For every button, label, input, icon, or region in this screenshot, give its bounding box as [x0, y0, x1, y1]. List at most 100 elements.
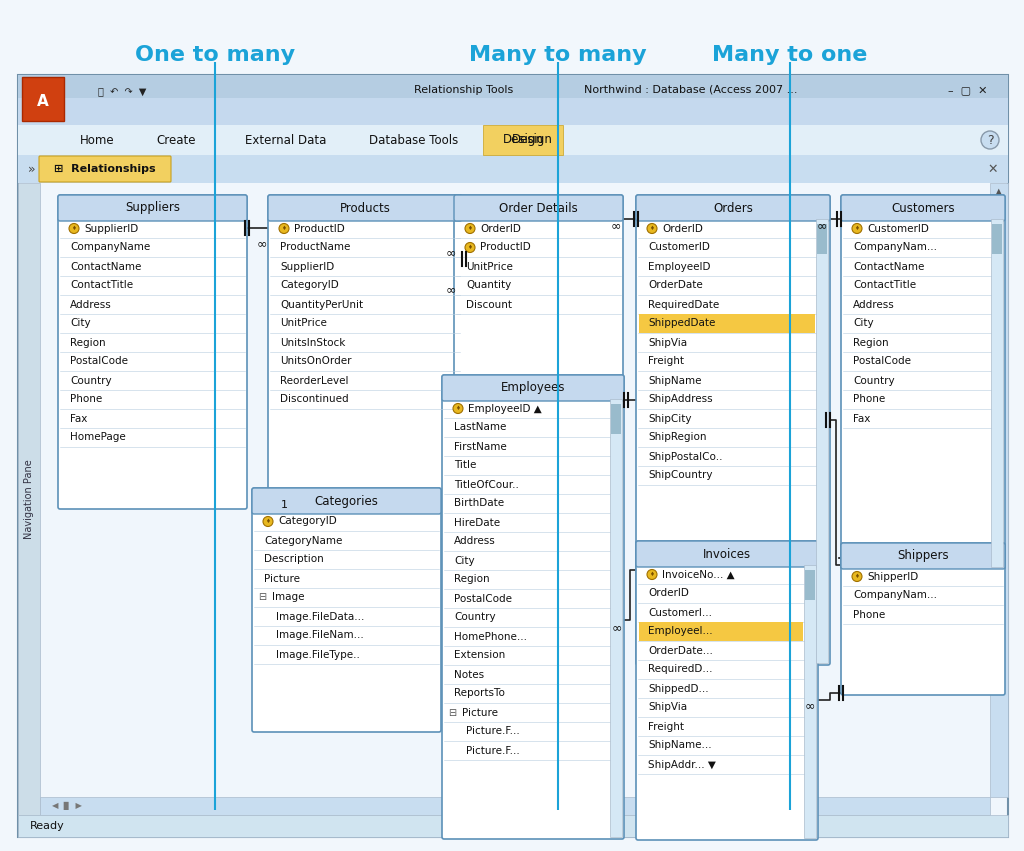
Text: ContactName: ContactName: [853, 261, 925, 271]
Text: CompanyName: CompanyName: [70, 243, 151, 253]
Text: EmployeeID ▲: EmployeeID ▲: [468, 403, 542, 414]
Text: ◀  ▊  ▶: ◀ ▊ ▶: [52, 802, 82, 810]
Text: City: City: [853, 318, 873, 328]
Bar: [18, 75, 1008, 837]
Text: ReportsTo: ReportsTo: [454, 688, 505, 699]
Text: ∞: ∞: [611, 621, 623, 635]
Bar: [804, 565, 816, 838]
Text: CategoryID: CategoryID: [278, 517, 337, 527]
Bar: [22, 77, 63, 121]
Text: Navigation Pane: Navigation Pane: [24, 460, 34, 539]
Text: ♦: ♦: [265, 519, 270, 524]
Text: SupplierID: SupplierID: [280, 261, 334, 271]
Text: Fax: Fax: [70, 414, 87, 424]
Text: EmployeeI...: EmployeeI...: [648, 626, 713, 637]
Bar: [18, 75, 1008, 125]
Text: ∞: ∞: [610, 220, 622, 232]
Circle shape: [69, 224, 79, 233]
Bar: [18, 75, 1008, 98]
Text: ✕: ✕: [988, 163, 998, 175]
Text: ∞: ∞: [445, 283, 456, 296]
Text: ♦: ♦: [855, 574, 859, 579]
Bar: [18, 183, 40, 815]
Text: ProductID: ProductID: [294, 224, 345, 233]
FancyBboxPatch shape: [39, 156, 171, 182]
Text: Discontinued: Discontinued: [280, 395, 348, 404]
Bar: [992, 224, 1002, 254]
Text: ♦: ♦: [468, 245, 472, 250]
Text: Quantity: Quantity: [466, 281, 511, 290]
Circle shape: [279, 224, 289, 233]
Text: Design: Design: [503, 134, 544, 146]
Circle shape: [263, 517, 273, 527]
Text: ShipName...: ShipName...: [648, 740, 712, 751]
Bar: [610, 399, 622, 837]
Text: PostalCode: PostalCode: [70, 357, 128, 367]
Text: ReorderLevel: ReorderLevel: [280, 375, 348, 386]
Text: Address: Address: [454, 536, 496, 546]
Text: Home: Home: [80, 134, 115, 146]
Text: Picture.F...: Picture.F...: [466, 745, 520, 756]
Text: Many to one: Many to one: [713, 45, 867, 65]
Text: Image.FileNam...: Image.FileNam...: [276, 631, 364, 641]
FancyBboxPatch shape: [454, 195, 623, 221]
Bar: [816, 219, 828, 663]
Text: Picture: Picture: [264, 574, 300, 584]
FancyBboxPatch shape: [636, 541, 818, 567]
Text: BirthDate: BirthDate: [454, 499, 504, 509]
Text: ShippedDate: ShippedDate: [648, 318, 716, 328]
Bar: [40, 797, 990, 815]
Text: ∞: ∞: [805, 700, 815, 712]
Text: ShipVia: ShipVia: [648, 702, 687, 712]
Text: »: »: [29, 163, 36, 175]
Text: RequiredD...: RequiredD...: [648, 665, 713, 675]
Text: Country: Country: [454, 613, 496, 622]
Text: Image.FileData...: Image.FileData...: [276, 612, 365, 621]
Text: ⊞  Relationships: ⊞ Relationships: [54, 164, 156, 174]
Text: ⊟: ⊟: [447, 707, 456, 717]
Text: OrderID: OrderID: [480, 224, 521, 233]
Text: ShippedD...: ShippedD...: [648, 683, 709, 694]
Text: Region: Region: [70, 338, 105, 347]
Text: Categories: Categories: [314, 494, 379, 507]
Text: Address: Address: [853, 300, 895, 310]
Text: Customers: Customers: [891, 202, 954, 214]
Text: Region: Region: [454, 574, 489, 585]
FancyBboxPatch shape: [636, 195, 830, 221]
Text: UnitPrice: UnitPrice: [466, 261, 513, 271]
Text: Country: Country: [853, 375, 895, 386]
Text: ♦: ♦: [855, 226, 859, 231]
Text: CustomerI...: CustomerI...: [648, 608, 712, 618]
Text: OrderID: OrderID: [648, 589, 689, 598]
Text: Picture: Picture: [462, 707, 498, 717]
Text: Image: Image: [272, 592, 304, 603]
Text: Order Details: Order Details: [499, 202, 578, 214]
Text: ShipCity: ShipCity: [648, 414, 691, 424]
Text: ∞: ∞: [817, 220, 827, 232]
Bar: [611, 404, 621, 434]
Bar: [18, 125, 1008, 155]
Text: Invoices: Invoices: [702, 547, 751, 561]
FancyBboxPatch shape: [58, 195, 247, 509]
Text: CustomerID: CustomerID: [648, 243, 710, 253]
Bar: [991, 219, 1002, 567]
Bar: [639, 314, 815, 333]
Bar: [805, 570, 815, 600]
Text: CompanyNam...: CompanyNam...: [853, 243, 937, 253]
Text: HireDate: HireDate: [454, 517, 500, 528]
Text: RequiredDate: RequiredDate: [648, 300, 719, 310]
FancyBboxPatch shape: [252, 488, 441, 514]
Text: Title: Title: [454, 460, 476, 471]
Text: Phone: Phone: [853, 395, 886, 404]
Text: ContactTitle: ContactTitle: [70, 281, 133, 290]
Text: ?: ?: [987, 134, 993, 146]
Text: Relationship Tools: Relationship Tools: [414, 85, 513, 95]
Text: A: A: [37, 94, 49, 108]
Circle shape: [647, 569, 657, 580]
Text: CategoryName: CategoryName: [264, 535, 342, 545]
Text: Northwind : Database (Access 2007 ...: Northwind : Database (Access 2007 ...: [585, 85, 798, 95]
Circle shape: [852, 572, 862, 581]
Text: Suppliers: Suppliers: [125, 202, 180, 214]
Text: One to many: One to many: [135, 45, 295, 65]
Text: OrderDate...: OrderDate...: [648, 646, 713, 655]
